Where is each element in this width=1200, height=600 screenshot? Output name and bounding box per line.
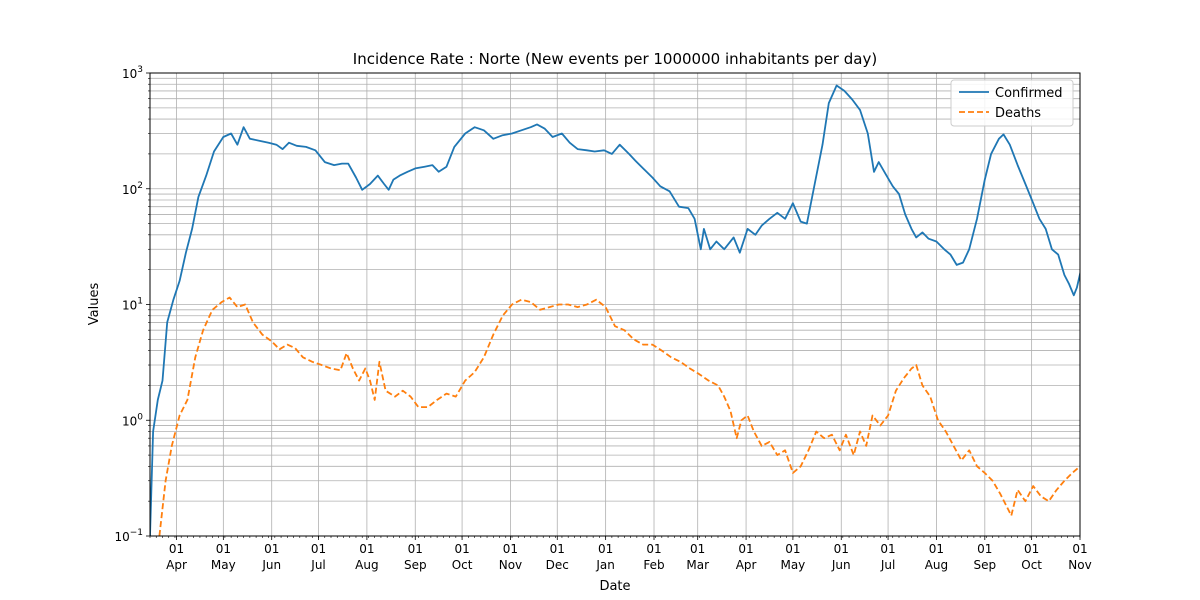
x-axis-label: Date (599, 579, 630, 594)
y-tick-label: 10−1 (114, 528, 143, 544)
x-tick-month: Jul (880, 558, 895, 572)
legend-label-confirmed: Confirmed (995, 86, 1063, 101)
x-tick-day: 01 (834, 542, 849, 556)
x-tick-day: 01 (264, 542, 279, 556)
series-line-confirmed (150, 84, 1080, 536)
x-tick-day: 01 (216, 542, 231, 556)
x-tick-day: 01 (880, 542, 895, 556)
x-tick-month: Feb (643, 558, 664, 572)
y-tick-label: 103 (122, 65, 143, 81)
svg-text:103: 103 (122, 65, 143, 81)
x-tick-month: Jan (595, 558, 615, 572)
svg-text:10−1: 10−1 (114, 528, 143, 544)
x-tick-month: Jun (831, 558, 851, 572)
x-tick-month: Oct (1021, 558, 1042, 572)
x-tick-month: Apr (736, 558, 757, 572)
x-tick-day: 01 (929, 542, 944, 556)
x-tick-day: 01 (454, 542, 469, 556)
y-axis-label: Values (87, 283, 102, 326)
x-tick-day: 01 (359, 542, 374, 556)
x-tick-month: Jun (261, 558, 281, 572)
y-tick-label: 101 (122, 297, 143, 313)
x-tick-day: 01 (785, 542, 800, 556)
x-tick-day: 01 (646, 542, 661, 556)
legend: Confirmed Deaths (950, 79, 1074, 127)
x-tick-month: Sep (404, 558, 427, 572)
x-tick-day: 01 (169, 542, 184, 556)
svg-text:101: 101 (122, 297, 143, 313)
x-tick-day: 01 (977, 542, 992, 556)
y-tick-label: 102 (122, 181, 143, 197)
x-tick-day: 01 (690, 542, 705, 556)
x-tick-day: 01 (503, 542, 518, 556)
x-tick-day: 01 (1072, 542, 1087, 556)
x-tick-day: 01 (598, 542, 613, 556)
legend-label-deaths: Deaths (995, 106, 1041, 121)
x-tick-month: Aug (355, 558, 378, 572)
series-line-deaths (158, 296, 1080, 536)
series-lines (150, 84, 1080, 536)
x-tick-day: 01 (408, 542, 423, 556)
x-tick-month: Apr (166, 558, 187, 572)
x-tick-day: 01 (311, 542, 326, 556)
x-tick-day: 01 (550, 542, 565, 556)
svg-text:100: 100 (122, 412, 143, 428)
chart-title: Incidence Rate : Norte (New events per 1… (353, 50, 877, 68)
x-tick-month: Nov (1068, 558, 1091, 572)
x-tick-month: Jul (310, 558, 325, 572)
x-tick-month: Mar (686, 558, 709, 572)
x-tick-month: Aug (925, 558, 948, 572)
x-tick-month: Sep (974, 558, 997, 572)
x-tick-month: Oct (452, 558, 473, 572)
x-tick-month: May (780, 558, 805, 572)
svg-text:102: 102 (122, 181, 143, 197)
x-tick-day: 01 (1024, 542, 1039, 556)
x-tick-month: May (211, 558, 236, 572)
x-axis-ticks: 01 Apr 01 May 01 Jun 01 Jul 01 Aug 01 Sep 01 Oct 01 Nov… (149, 536, 1092, 572)
plot-area (149, 72, 1081, 537)
x-tick-day: 01 (738, 542, 753, 556)
y-axis-ticks: 10−1 100 101 102 103 (114, 65, 150, 544)
x-tick-month: Nov (499, 558, 522, 572)
x-tick-month: Dec (546, 558, 569, 572)
y-tick-label: 100 (122, 412, 143, 428)
